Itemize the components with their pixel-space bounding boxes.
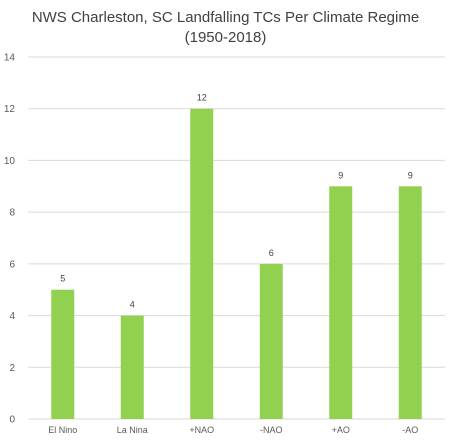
bar-nao bbox=[190, 108, 214, 419]
y-tick-label: 2 bbox=[9, 363, 15, 374]
x-tick-label: El Nino bbox=[48, 425, 77, 435]
x-tick-label: La Nina bbox=[117, 425, 148, 435]
y-tick-label: 14 bbox=[4, 53, 16, 64]
chart-title: NWS Charleston, SC Landfalling TCs Per C… bbox=[0, 8, 451, 48]
y-tick-label: 0 bbox=[9, 415, 15, 426]
data-label: 9 bbox=[408, 170, 413, 180]
data-label: 6 bbox=[269, 248, 274, 258]
data-label: 9 bbox=[338, 170, 343, 180]
bar-la-nina bbox=[120, 315, 144, 419]
data-label: 12 bbox=[197, 93, 207, 103]
y-tick-label: 4 bbox=[9, 311, 15, 322]
x-tick-label: +AO bbox=[332, 425, 350, 435]
data-label: 5 bbox=[60, 274, 65, 284]
y-tick-label: 8 bbox=[9, 208, 15, 219]
y-tick-label: 10 bbox=[4, 156, 16, 167]
y-tick-label: 12 bbox=[4, 104, 16, 115]
chart-title-line-2: (1950-2018) bbox=[184, 29, 267, 46]
chart-title-line-1: NWS Charleston, SC Landfalling TCs Per C… bbox=[31, 9, 420, 26]
x-tick-label: -NAO bbox=[260, 425, 283, 435]
data-label: 4 bbox=[130, 300, 135, 310]
bar-ao bbox=[398, 186, 422, 419]
x-tick-label: -AO bbox=[402, 425, 418, 435]
x-tick-label: +NAO bbox=[189, 425, 214, 435]
bar-ao bbox=[329, 186, 353, 419]
bar-nao bbox=[259, 263, 283, 419]
bar-el-nino bbox=[51, 289, 75, 419]
y-tick-label: 6 bbox=[9, 259, 15, 270]
